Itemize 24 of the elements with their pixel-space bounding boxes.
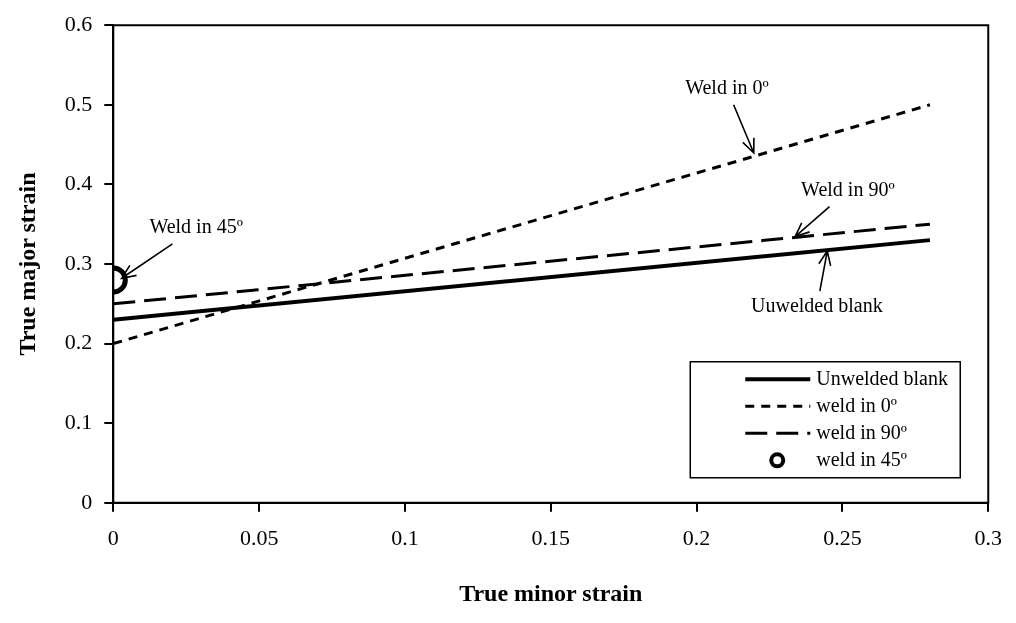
- x-tick-label: 0: [107, 524, 119, 550]
- annotation: Uuwelded blank: [751, 294, 883, 317]
- y-tick-label: 0.2: [64, 329, 93, 355]
- legend-label: Unwelded blank: [816, 366, 948, 389]
- annotation: Weld in 0º: [685, 75, 769, 98]
- y-tick-label: 0.6: [64, 10, 93, 36]
- annotation: Weld in 45º: [149, 215, 243, 238]
- y-tick-label: 0: [81, 488, 93, 514]
- x-tick-label: 0.15: [531, 524, 571, 550]
- x-tick-label: 0.2: [682, 524, 711, 550]
- x-tick-label: 0.05: [239, 524, 279, 550]
- y-axis-title: True major strain: [13, 172, 40, 356]
- y-tick-label: 0.5: [64, 90, 93, 116]
- y-tick-label: 0.3: [64, 249, 93, 275]
- legend-label: weld in 90º: [816, 420, 907, 443]
- x-axis-title: True minor strain: [459, 579, 643, 606]
- y-tick-label: 0.1: [64, 408, 93, 434]
- x-tick-label: 0.1: [391, 524, 419, 550]
- x-tick-label: 0.3: [974, 524, 1002, 550]
- legend-label: weld in 45º: [816, 447, 907, 470]
- annotation: Weld in 90º: [801, 177, 895, 200]
- legend-label: weld in 0º: [816, 393, 897, 416]
- y-tick-label: 0.4: [64, 170, 93, 196]
- x-tick-label: 0.25: [823, 524, 862, 550]
